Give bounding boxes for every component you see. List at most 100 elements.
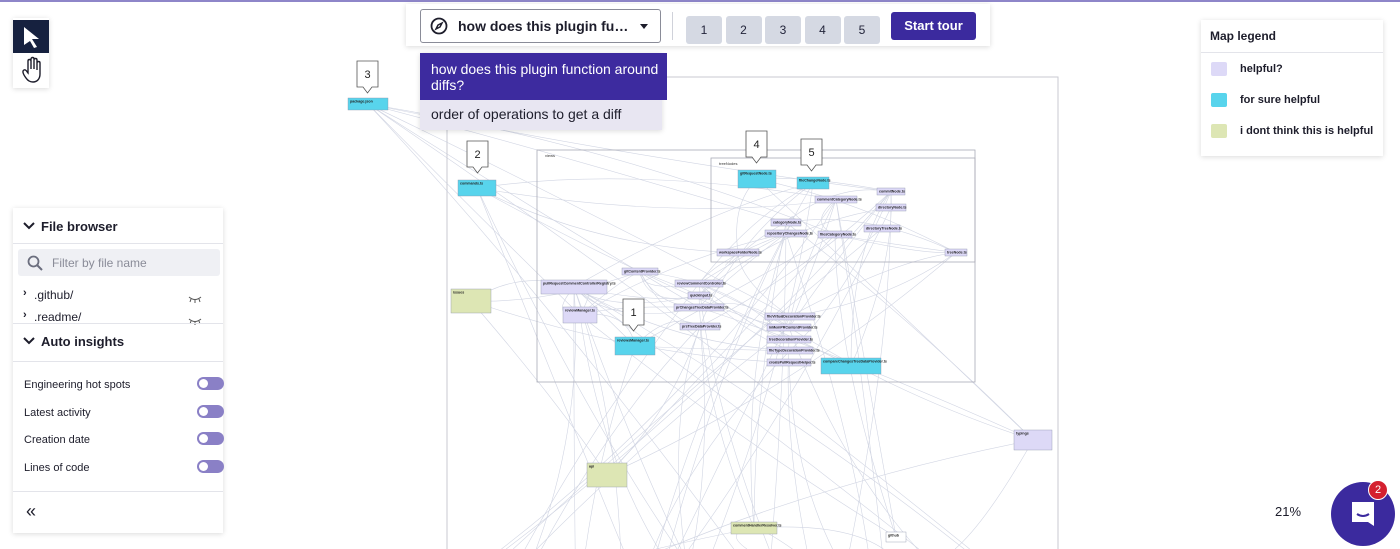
node-label: treeNode.ts	[947, 251, 967, 255]
map-node	[764, 312, 816, 321]
edge	[606, 252, 957, 476]
tour-step[interactable]: 2	[725, 16, 762, 44]
marker-label: 4	[753, 139, 759, 151]
pan-tool[interactable]	[19, 56, 43, 84]
file-entry[interactable]: .readme/	[34, 310, 82, 324]
edge	[849, 191, 892, 549]
tour-step[interactable]: 4	[804, 16, 841, 44]
tour-step[interactable]: 1	[686, 16, 722, 44]
edge	[573, 286, 919, 549]
edge	[476, 187, 739, 253]
tour-option[interactable]: how does this plugin function around dif…	[420, 53, 667, 100]
edge	[698, 182, 814, 284]
tour-marker	[466, 140, 489, 174]
node-label: categoryNode.ts	[773, 221, 801, 225]
edge	[756, 178, 1034, 441]
edge	[367, 103, 700, 308]
edge	[639, 271, 852, 367]
edge	[789, 252, 957, 317]
hidden-icon	[188, 312, 202, 330]
edge	[573, 286, 621, 549]
marker-label: 3	[364, 69, 370, 81]
edge	[712, 182, 814, 549]
edge	[505, 191, 892, 549]
edge	[606, 326, 701, 476]
insight-toggle[interactable]	[197, 404, 224, 418]
legend-swatch	[1211, 93, 1227, 107]
edge	[665, 439, 1034, 549]
group-label: views	[545, 153, 555, 158]
file-search[interactable]: Filter by file name	[18, 249, 220, 276]
edge	[850, 191, 892, 367]
node-label: commitNode.ts	[879, 190, 905, 194]
map-node	[621, 267, 659, 276]
node-label: directoryTreeNode.ts	[866, 227, 902, 231]
node-label: fileTypeDecorationProvider.ts	[769, 349, 820, 353]
map-node	[737, 169, 777, 189]
edge	[476, 187, 678, 549]
edge	[476, 178, 837, 200]
map-node	[766, 335, 812, 344]
node-label: filesCategoryNode.ts	[820, 233, 856, 237]
node-label: treeDecorationProvider.ts	[769, 338, 813, 342]
node-label: directoryNode.ts	[878, 206, 907, 210]
top-bar	[0, 0, 1400, 2]
insight-toggle[interactable]	[197, 377, 224, 390]
insight-toggle[interactable]	[197, 432, 224, 446]
edge	[698, 233, 787, 284]
node-label: workspaceFolderNode.ts	[718, 251, 762, 255]
marker-label: 5	[808, 147, 814, 159]
edge	[367, 103, 735, 549]
map-node	[679, 322, 721, 331]
tour-step[interactable]: 3	[765, 16, 801, 44]
edge	[698, 233, 787, 284]
node-label: gitContentProvider.ts	[624, 270, 661, 274]
node-label: commands.ts	[460, 182, 483, 186]
edge	[367, 103, 970, 549]
map-node	[562, 306, 598, 324]
node-label: gitRequestNode.ts	[740, 172, 772, 176]
map-node	[875, 203, 907, 212]
node-label: package.json	[350, 100, 373, 104]
edge	[789, 252, 957, 317]
node-label: pullRequestCommentControllerRegistry.ts	[543, 282, 616, 286]
tour-step[interactable]: 5	[844, 16, 880, 44]
auto-insights-title[interactable]: Auto insights	[41, 334, 125, 349]
notification-badge: 2	[1368, 480, 1388, 500]
edge	[634, 234, 836, 347]
collapse-button[interactable]: «	[26, 501, 37, 521]
map-node	[614, 336, 656, 356]
tour-select[interactable]: how does this plugin fu…	[420, 9, 661, 43]
tour-marker	[622, 298, 645, 332]
edge	[573, 286, 682, 549]
edge	[668, 233, 787, 549]
node-label: fileVirtualDecorationProvider.ts	[767, 315, 821, 319]
file-entry[interactable]: .github/	[34, 288, 74, 302]
insight-toggle[interactable]	[197, 459, 224, 473]
map-node	[674, 279, 724, 288]
edge	[698, 283, 770, 549]
map-legend: Map legend helpful? for sure helpful i don…	[1201, 20, 1383, 156]
map-node	[730, 521, 778, 535]
edge	[788, 362, 833, 549]
start-tour-button[interactable]: Start tour	[891, 12, 976, 40]
legend-swatch	[1211, 124, 1227, 138]
file-browser-title[interactable]: File browser	[41, 219, 118, 234]
legend-title: Map legend	[1210, 29, 1277, 43]
select-tool[interactable]	[13, 20, 49, 53]
edge	[834, 234, 897, 538]
tour-option[interactable]: order of operations to get a diff	[420, 100, 662, 130]
map-node	[764, 229, 808, 238]
edge	[541, 326, 701, 549]
map-node	[586, 462, 628, 488]
map-node	[766, 358, 812, 367]
group-label: treeNodes	[719, 161, 737, 166]
node-label: reviewsManager.ts	[617, 339, 649, 343]
map-node	[863, 224, 901, 233]
chat-button[interactable]: 2	[1331, 480, 1395, 546]
node-label: repositoryChangesNode.ts	[767, 232, 813, 236]
edge	[954, 439, 1034, 549]
edge	[579, 233, 787, 316]
